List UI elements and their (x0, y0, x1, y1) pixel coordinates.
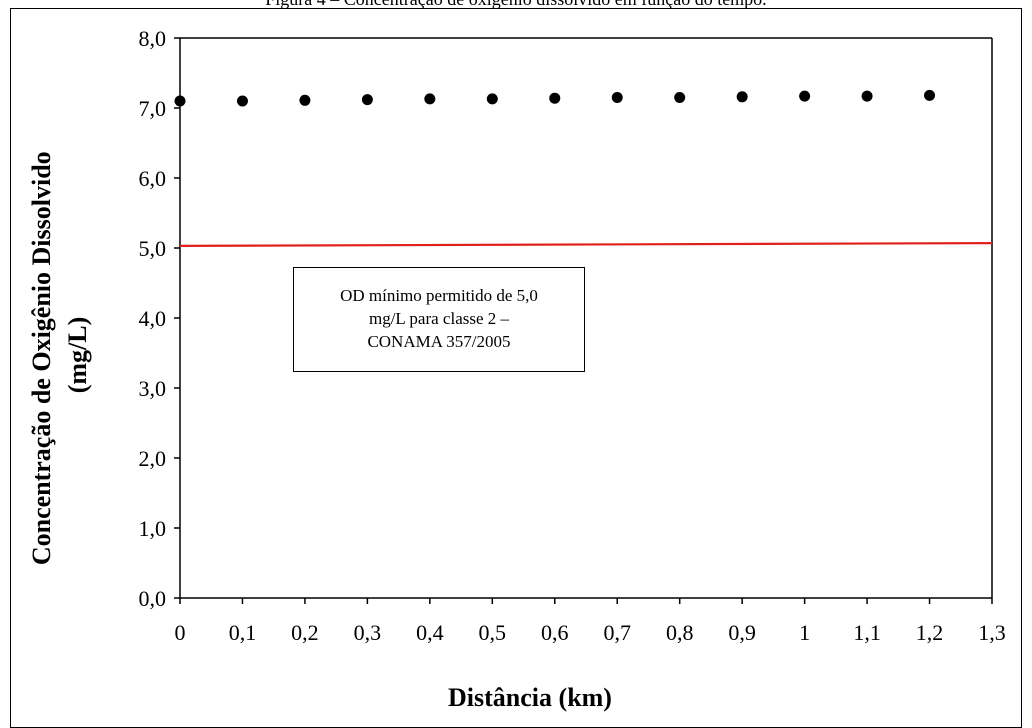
data-point (611, 92, 623, 103)
data-point (299, 94, 311, 106)
y-tick-label: 0,0 (139, 586, 167, 611)
y-tick-label: 7,0 (139, 96, 167, 121)
data-series (174, 89, 993, 247)
x-tick-label: 0,3 (354, 620, 382, 645)
y-tick-label: 3,0 (139, 376, 167, 401)
x-tick-label: 1,3 (978, 620, 1006, 645)
x-tick-label: 0,7 (603, 620, 631, 645)
data-point (674, 92, 686, 103)
x-axis-title: Distância (km) (448, 683, 612, 712)
x-tick-label: 1,1 (853, 620, 881, 645)
y-tick-label: 6,0 (139, 166, 167, 191)
x-tick-label: 0,2 (291, 620, 319, 645)
y-axis-title-line-2: (mg/L) (63, 317, 92, 394)
y-axis-title-line-1: Concentração de Oxigênio Dissolvido (27, 151, 56, 565)
y-tick-label: 4,0 (139, 306, 167, 331)
y-tick-label: 8,0 (139, 26, 167, 51)
figure-caption: Figura 4 – Concentração de oxigênio diss… (0, 0, 1032, 10)
data-point (924, 89, 936, 101)
x-tick-label: 0,4 (416, 620, 444, 645)
svg-text:Concentração de Oxigênio Disso: Concentração de Oxigênio Dissolvido (mg/… (27, 145, 92, 565)
x-tick-label: 1,2 (916, 620, 944, 645)
data-point (549, 92, 561, 104)
annotation-line-1: OD mínimo permitido de 5,0 (340, 286, 538, 306)
y-ticks: 0,0 1,0 2,0 3,0 4,0 5,0 6,0 7,0 8,0 (139, 26, 180, 611)
x-tick-label: 0,5 (479, 620, 507, 645)
data-point (861, 90, 873, 102)
threshold-annotation: OD mínimo permitido de 5,0 mg/L para cla… (293, 267, 585, 372)
annotation-line-3: CONAMA 357/2005 (367, 331, 511, 351)
y-tick-label: 2,0 (139, 446, 167, 471)
threshold-line (179, 242, 993, 247)
data-point (236, 95, 248, 107)
x-tick-label: 0,8 (666, 620, 694, 645)
annotation-line-2: mg/L para classe 2 – (368, 309, 510, 329)
data-point (486, 93, 498, 105)
x-tick-label: 0,9 (728, 620, 756, 645)
data-point (361, 94, 373, 106)
x-tick-label: 0,1 (229, 620, 257, 645)
y-tick-label: 1,0 (139, 516, 167, 541)
x-ticks: 0 0,1 0,2 0,3 0,4 0,5 0,6 0,7 0,8 0,9 1 1,1 1,2 1,3 (175, 598, 1006, 645)
data-point (174, 95, 186, 107)
data-point (799, 90, 811, 102)
data-point (424, 93, 436, 105)
x-tick-label: 0 (175, 620, 186, 645)
x-tick-label: 1 (799, 620, 810, 645)
data-point (736, 91, 748, 103)
y-axis-title: Concentração de Oxigênio Dissolvido (mg/… (27, 145, 92, 565)
x-tick-label: 0,6 (541, 620, 569, 645)
y-tick-label: 5,0 (139, 236, 167, 261)
